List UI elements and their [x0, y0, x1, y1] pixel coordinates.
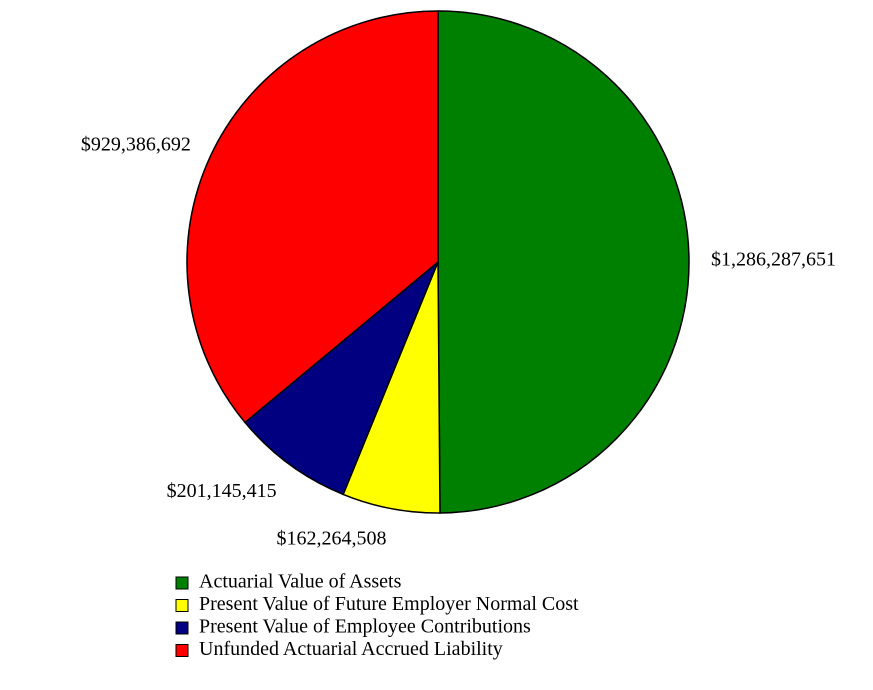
legend-swatch — [175, 621, 189, 635]
legend-label: Actuarial Value of Assets — [199, 571, 402, 593]
data-label: $162,264,508 — [277, 528, 387, 550]
pie-slice — [243, 261, 439, 496]
legend-swatch — [175, 599, 189, 612]
data-label: $201,145,415 — [167, 480, 277, 502]
pie-slice — [437, 10, 690, 514]
legend-label: Present Value of Future Employer Normal … — [199, 593, 579, 615]
legend-swatch — [175, 576, 189, 590]
data-label: $1,286,287,651 — [711, 249, 836, 271]
pie-slice — [186, 10, 439, 424]
legend-swatch — [175, 644, 189, 657]
legend-label: Present Value of Employee Contributions — [199, 616, 531, 638]
legend-label: Unfunded Actuarial Accrued Liability — [199, 638, 503, 660]
data-label: $929,386,692 — [81, 134, 191, 156]
